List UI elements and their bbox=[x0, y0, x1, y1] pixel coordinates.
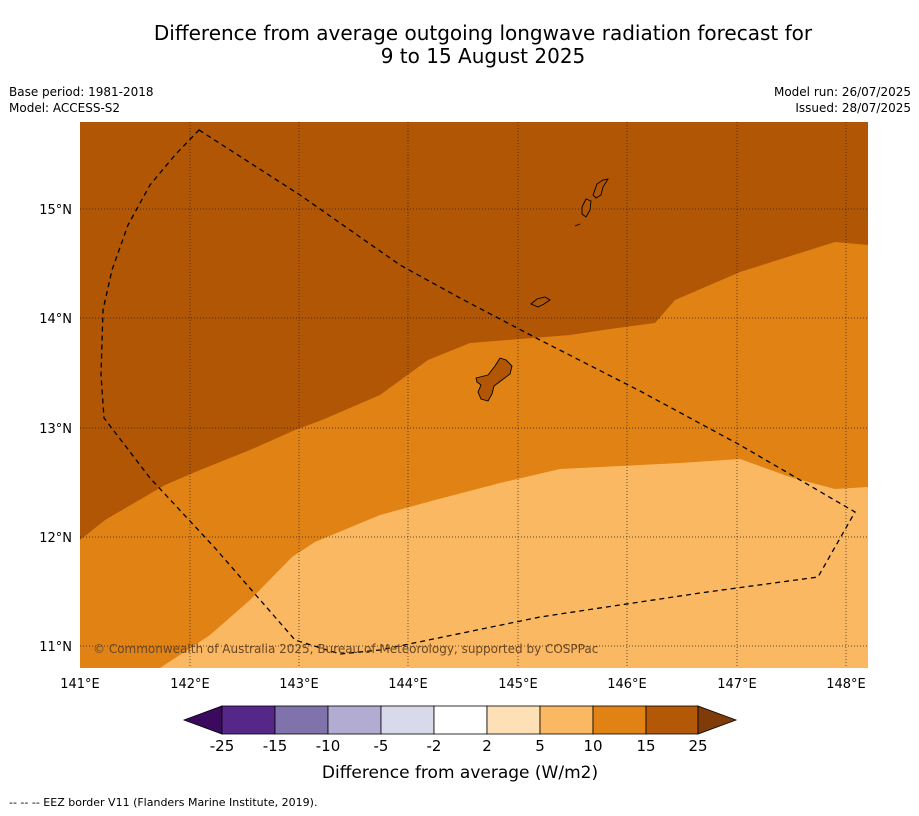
colorbar-tick-15: 15 bbox=[636, 737, 655, 755]
eez-border bbox=[100, 129, 856, 655]
latitude-labels: 15°N 14°N 13°N 12°N 11°N bbox=[39, 203, 72, 655]
colorbar-bin-3 bbox=[327, 705, 382, 735]
saipan-island bbox=[592, 178, 609, 199]
guam-island bbox=[475, 357, 513, 402]
colorbar-bin-8 bbox=[592, 705, 647, 735]
title-line-1: Difference from average outgoing longwav… bbox=[153, 21, 813, 45]
tinian-island bbox=[581, 198, 592, 218]
lon-label-142: 142°E bbox=[170, 677, 210, 692]
colorbar-tick-2: 2 bbox=[482, 737, 492, 755]
colorbar-tick-10: 10 bbox=[583, 737, 602, 755]
colorbar-bin-5 bbox=[433, 705, 488, 735]
lat-label-15: 15°N bbox=[39, 203, 72, 218]
lat-label-12: 12°N bbox=[39, 531, 72, 546]
lat-label-13: 13°N bbox=[39, 422, 72, 437]
colorbar-tick-neg2: -2 bbox=[427, 737, 442, 755]
colorbar-bin-4 bbox=[380, 705, 435, 735]
map-panel: © Commonwealth of Australia 2025, Bureau… bbox=[80, 122, 868, 668]
colorbar-bin-1 bbox=[221, 705, 276, 735]
meta-left: Base period: 1981-2018 Model: ACCESS-S2 bbox=[9, 84, 154, 116]
longitude-labels: 141°E 142°E 143°E 144°E 145°E 146°E 147°… bbox=[60, 677, 866, 692]
colorbar-tick-5: 5 bbox=[535, 737, 545, 755]
meta-right: Model run: 26/07/2025 Issued: 28/07/2025 bbox=[774, 84, 911, 116]
colorbar-tick-neg5: -5 bbox=[374, 737, 389, 755]
colorbar-tick-neg15: -15 bbox=[263, 737, 288, 755]
model-run: Model run: 26/07/2025 bbox=[773, 85, 911, 99]
colorbar: -25 -15 -10 -5 -2 2 5 10 15 25 Differenc… bbox=[182, 705, 738, 783]
colorbar-extend-low bbox=[182, 705, 223, 735]
lon-label-146: 146°E bbox=[607, 677, 647, 692]
tinian-islet bbox=[574, 223, 581, 227]
region-5-to-10 bbox=[160, 459, 868, 668]
title-line-2: 9 to 15 August 2025 bbox=[380, 44, 586, 68]
colorbar-tick-neg10: -10 bbox=[316, 737, 341, 755]
lon-label-148: 148°E bbox=[826, 677, 866, 692]
colorbar-tick-25: 25 bbox=[688, 737, 707, 755]
eez-footnote: -- -- -- EEZ border V11 (Flanders Marine… bbox=[9, 796, 318, 809]
lon-label-143: 143°E bbox=[279, 677, 319, 692]
colorbar-bin-9 bbox=[645, 705, 699, 735]
lon-label-144: 144°E bbox=[388, 677, 428, 692]
lon-label-147: 147°E bbox=[717, 677, 757, 692]
lat-label-11: 11°N bbox=[39, 640, 72, 655]
rota-island bbox=[530, 296, 551, 308]
colorbar-extend-high bbox=[697, 705, 738, 735]
base-period: Base period: 1981-2018 bbox=[9, 85, 154, 99]
colorbar-bin-2 bbox=[274, 705, 329, 735]
model-name: Model: ACCESS-S2 bbox=[9, 101, 121, 115]
colorbar-tick-neg25: -25 bbox=[210, 737, 235, 755]
map-title: Difference from average outgoing longwav… bbox=[0, 22, 919, 68]
gridlines bbox=[80, 122, 868, 668]
lon-label-145: 145°E bbox=[498, 677, 538, 692]
colorbar-bin-7 bbox=[539, 705, 594, 735]
lon-label-141: 141°E bbox=[60, 677, 100, 692]
issued-date: Issued: 28/07/2025 bbox=[795, 101, 911, 115]
colorbar-title: Difference from average (W/m2) bbox=[322, 763, 598, 783]
copyright-credit: © Commonwealth of Australia 2025, Bureau… bbox=[93, 642, 598, 656]
map-figure: © Commonwealth of Australia 2025, Bureau… bbox=[39, 122, 868, 783]
colorbar-bin-6 bbox=[486, 705, 541, 735]
lat-label-14: 14°N bbox=[39, 312, 72, 327]
